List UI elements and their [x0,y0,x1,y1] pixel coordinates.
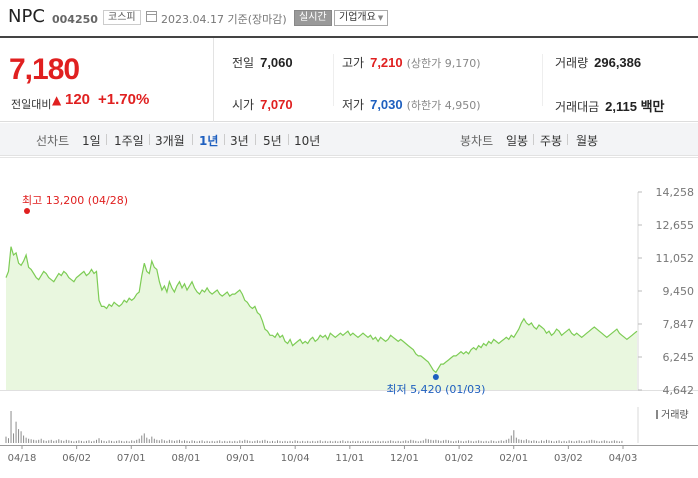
chevron-down-icon: ▼ [377,14,384,22]
x-tick-label: 08/01 [171,453,200,464]
tab-10y[interactable]: 10년 [294,134,321,148]
amount-label: 거래대금 [555,100,600,114]
price-line [5,246,638,374]
x-tick-label: 02/01 [499,453,528,464]
current-price: 7,180 [9,53,80,86]
amount-stat: 거래대금 2,115 백만 [555,96,665,115]
divider [542,54,543,106]
high-label: 고가 [342,56,365,70]
y-tick-label: 14,258 [656,186,695,199]
x-tick-label: 09/01 [226,453,255,464]
volume-value: 296,386 [594,55,642,70]
price-area-fill [6,246,637,390]
prev-close-label: 전일 [232,56,255,70]
volume-legend-icon [656,410,658,419]
low-stat: 저가 7,030 (하한가 4,950) [342,96,481,113]
divider [533,134,534,145]
change-value: 120 [65,91,91,108]
tab-5y[interactable]: 5년 [263,134,282,148]
stock-header: NPC 004250 코스피 2023.04.17 기준(장마감) 실시간 기업… [0,0,698,36]
volume-label: 거래량 [555,56,589,70]
tab-3y[interactable]: 3년 [230,134,249,148]
y-tick-label: 7,847 [663,318,695,331]
divider [567,134,568,145]
low-marker [432,374,439,380]
prev-close-stat: 전일 7,060 [232,54,293,71]
tab-weekly[interactable]: 주봉 [540,134,563,148]
stock-name: NPC [8,6,45,27]
y-tick-label: 12,655 [656,219,695,232]
divider [192,134,193,145]
price-chart[interactable]: 14,258 12,655 11,052 9,450 7,847 6,245 4,642 최고… [0,157,698,478]
line-chart-label: 선차트 [36,134,70,148]
low-label: 저가 [342,98,365,112]
x-tick-label: 04/18 [8,453,37,464]
base-date: 2023.04.17 기준(장마감) [161,13,287,26]
open-value: 7,070 [260,97,293,112]
x-tick-label: 11/01 [335,453,364,464]
tab-1d[interactable]: 1일 [82,134,101,148]
prev-close-value: 7,060 [260,55,293,70]
price-summary: 7,180 전일대비 ▲ 120 +1.70% 전일 7,060 고가 7,210(… [0,36,698,122]
tab-1y[interactable]: 1년 [199,134,219,148]
open-stat: 시가 7,070 [232,96,293,113]
low-value: 7,030 [370,97,403,112]
high-label: 최고 13,200 (04/28) [22,194,128,207]
divider [106,134,107,145]
candle-chart-label: 봉차트 [460,134,494,148]
calendar-icon [146,11,157,22]
divider [224,134,225,145]
current-price-box: 7,180 전일대비 ▲ 120 +1.70% [0,38,214,122]
open-label: 시가 [232,98,255,112]
x-tick-label: 01/02 [445,453,474,464]
market-badge: 코스피 [103,10,141,25]
stock-code: 004250 [52,13,98,26]
period-selector: 선차트 1일 1주일 3개월 1년 3년 5년 10년 봉차트 일봉 주봉 월봉 [0,123,698,156]
x-tick-label: 06/02 [62,453,91,464]
tab-3m[interactable]: 3개월 [155,134,185,148]
divider [149,134,150,145]
y-tick-label: 6,245 [663,351,695,364]
tab-1w[interactable]: 1주일 [114,134,144,148]
volume-stat: 거래량 296,386 [555,54,641,71]
y-tick-label: 11,052 [656,252,695,265]
change-label: 전일대비 [11,98,52,111]
divider [333,54,334,106]
x-tick-label: 12/01 [390,453,419,464]
upper-limit: (상한가 9,170) [406,57,481,70]
x-tick-label: 04/03 [609,453,638,464]
x-tick-label: 10/04 [281,453,310,464]
volume-legend: 거래량 [661,409,689,421]
divider [288,134,289,145]
tab-monthly[interactable]: 월봉 [576,134,599,148]
price-chart-svg: 14,258 12,655 11,052 9,450 7,847 6,245 4,642 최고… [0,157,698,464]
y-tick-label: 4,642 [663,384,695,397]
y-tick-label: 9,450 [663,285,695,298]
high-stat: 고가 7,210 (상한가 9,170) [342,54,481,71]
tab-daily[interactable]: 일봉 [506,134,529,148]
realtime-button[interactable]: 실시간 [294,10,332,26]
company-info-label: 기업개요 [339,12,376,23]
high-value: 7,210 [370,55,403,70]
lower-limit: (하한가 4,950) [406,99,481,112]
divider [255,134,256,145]
amount-value: 2,115 백만 [605,99,665,114]
high-marker [24,208,30,214]
company-info-dropdown[interactable]: 기업개요 ▼ [334,10,389,26]
low-label: 최저 5,420 (01/03) [386,383,485,396]
x-tick-label: 03/02 [554,453,583,464]
change-percent: +1.70% [98,91,150,108]
x-tick-label: 07/01 [117,453,146,464]
up-triangle-icon: ▲ [52,93,62,107]
